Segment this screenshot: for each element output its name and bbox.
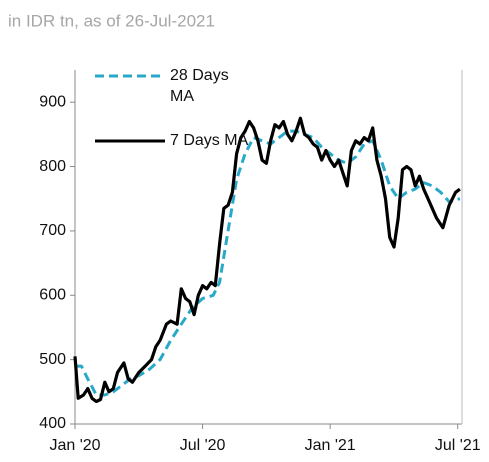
y-tick-label: 500	[39, 351, 66, 368]
x-tick-label: Jan '21	[305, 437, 356, 454]
y-tick-label: 800	[39, 158, 66, 175]
line-series	[75, 129, 461, 397]
chart-subtitle: in IDR tn, as of 26-Jul-2021	[8, 11, 215, 30]
x-tick-label: Jul '21	[435, 437, 481, 454]
line-series	[73, 116, 461, 404]
y-tick-label: 700	[39, 222, 66, 239]
legend-label: 28 Days MA	[170, 67, 229, 105]
x-tick-label: Jul '20	[180, 437, 226, 454]
y-tick-label: 600	[39, 286, 66, 303]
y-tick-label: 400	[39, 415, 66, 432]
x-tick-label: Jan '20	[49, 437, 100, 454]
y-tick-label: 900	[39, 93, 66, 110]
legend-label: 7 Days MA	[170, 132, 249, 149]
